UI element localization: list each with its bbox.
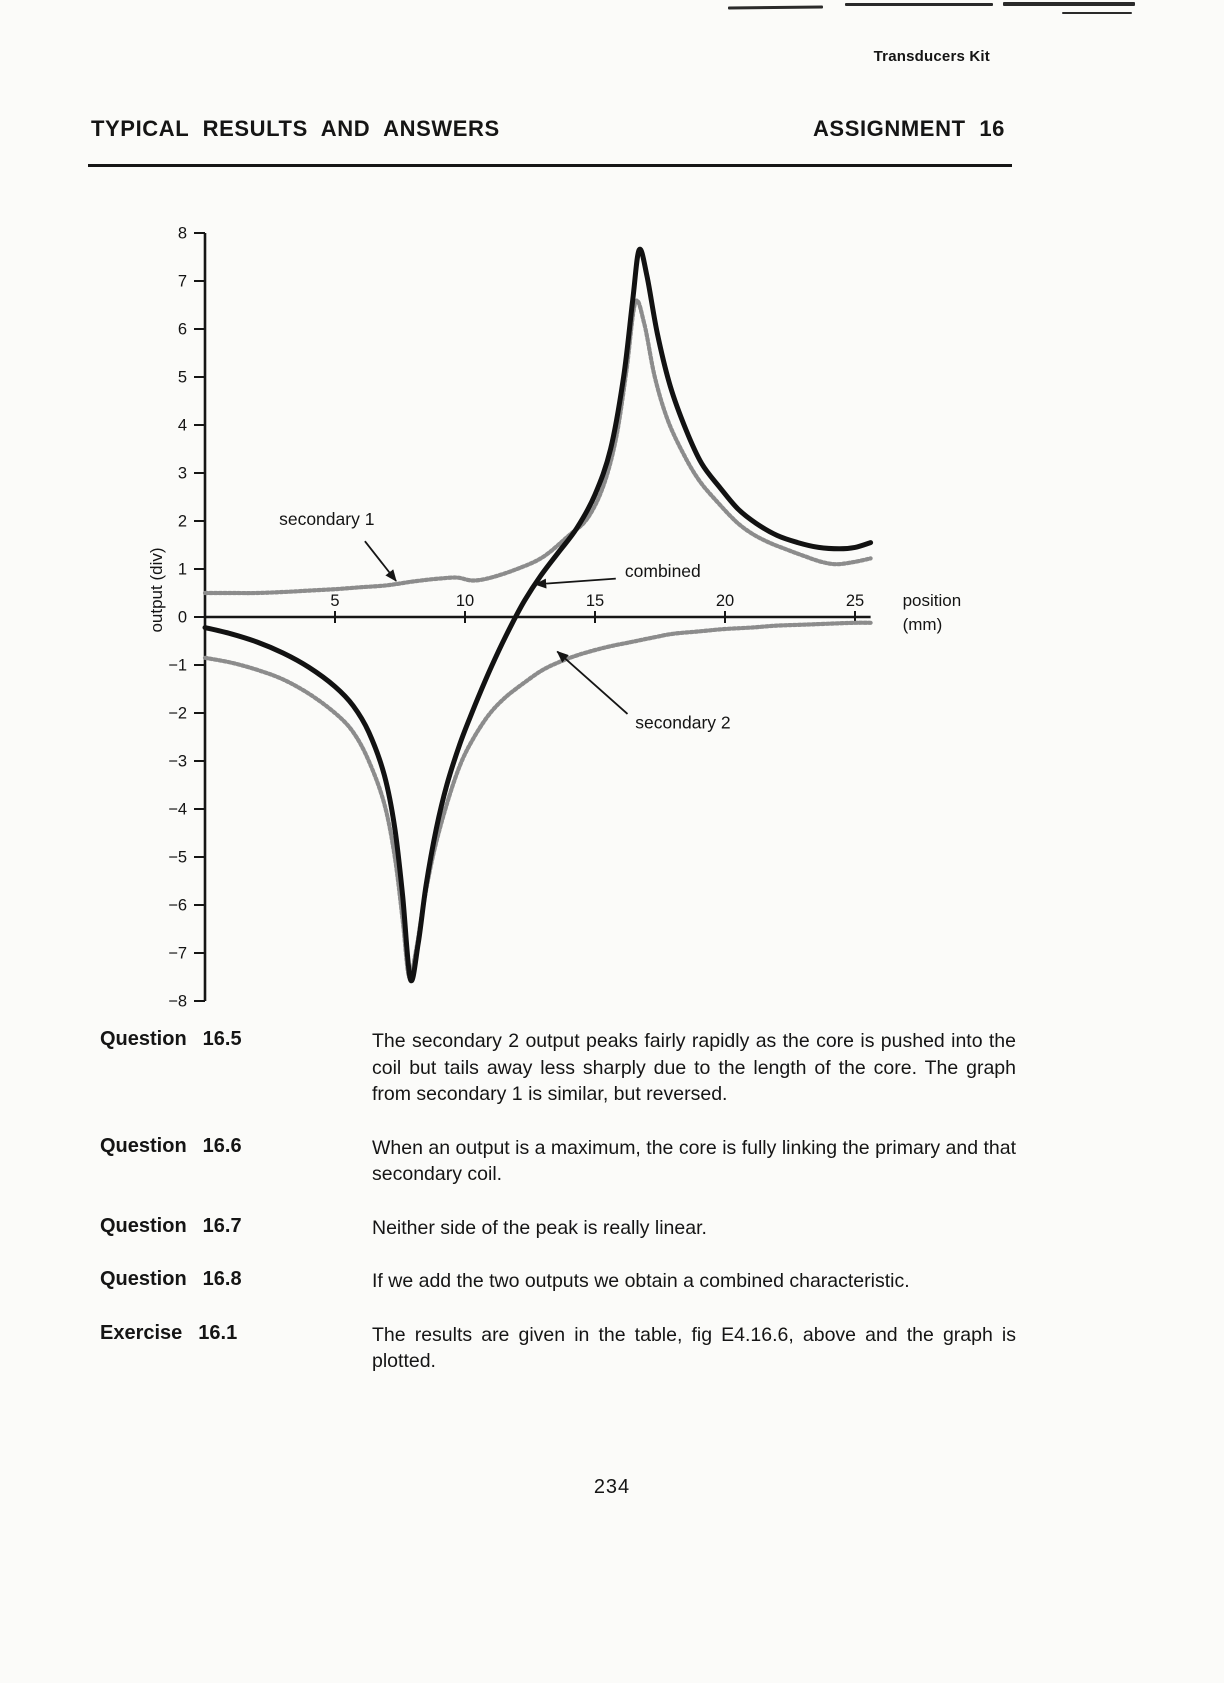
qa-num: 16.7 — [202, 1214, 242, 1237]
qa-num: 16.6 — [202, 1134, 242, 1157]
x-tick-label: 25 — [846, 592, 864, 610]
y-tick-label: −4 — [168, 801, 187, 819]
qa-num: 16.8 — [202, 1268, 242, 1291]
qa-section: Question 16.5 The secondary 2 output pea… — [100, 1028, 1016, 1375]
page-number: 234 — [593, 1476, 631, 1498]
y-tick-label: 0 — [178, 609, 187, 627]
qa-row: Question 16.8 If we add the two outputs … — [100, 1268, 1016, 1295]
qa-num: 16.5 — [202, 1028, 242, 1050]
page-title: TYPICAL RESULTS AND ANSWERS — [91, 116, 500, 141]
qa-kind: Question — [100, 1028, 187, 1050]
assignment-label: ASSIGNMENT 16 — [812, 116, 1005, 141]
qa-text: When an output is a maximum, the core is… — [372, 1136, 1016, 1186]
qa-text: If we add the two outputs we obtain a co… — [372, 1270, 910, 1293]
y-tick-label: 5 — [178, 369, 187, 387]
qa-text: Neither side of the peak is really linea… — [372, 1216, 707, 1239]
scan-artifact — [727, 5, 824, 10]
qa-label: Exercise 16.1 — [100, 1322, 372, 1345]
annotation-arrow — [534, 577, 616, 589]
annotation-arrow — [556, 650, 629, 715]
qa-label: Question 16.5 — [100, 1028, 372, 1051]
y-tick-label: −5 — [168, 849, 187, 867]
series-secondary-2 — [202, 620, 873, 981]
scan-artifact — [1003, 2, 1135, 6]
annotation-label: secondary 2 — [635, 712, 730, 732]
y-tick-label: −7 — [168, 945, 187, 963]
series-combined — [202, 246, 874, 984]
x-axis-title: position — [903, 591, 962, 610]
y-tick-label: −6 — [168, 897, 187, 915]
qa-text: The results are given in the table, fig … — [372, 1323, 1016, 1373]
kit-label: Transducers Kit — [873, 48, 990, 65]
qa-row: Exercise 16.1 The results are given in t… — [100, 1322, 1016, 1375]
qa-kind: Question — [100, 1214, 187, 1237]
x-tick-label: 10 — [456, 592, 474, 610]
y-axis-title: output (div) — [147, 547, 166, 632]
x-axis-title: (mm) — [903, 615, 943, 634]
y-tick-label: 3 — [178, 465, 187, 483]
y-tick-label: 4 — [178, 417, 187, 435]
qa-kind: Question — [100, 1268, 187, 1291]
x-tick-label: 5 — [330, 592, 339, 610]
annotation-label: combined — [625, 561, 701, 581]
qa-label: Question 16.6 — [100, 1135, 372, 1158]
qa-label: Question 16.8 — [100, 1268, 372, 1291]
y-tick-label: 2 — [178, 513, 187, 531]
x-tick-label: 15 — [586, 592, 604, 610]
qa-kind: Question — [100, 1134, 187, 1157]
scan-artifact — [845, 3, 993, 6]
qa-row: Question 16.7 Neither side of the peak i… — [100, 1215, 1016, 1242]
series-secondary-1 — [202, 298, 873, 596]
annotation-label: secondary 1 — [279, 509, 374, 529]
y-tick-label: 1 — [178, 561, 187, 579]
y-tick-label: −2 — [168, 705, 187, 723]
qa-row: Question 16.6 When an output is a maximu… — [100, 1135, 1016, 1188]
page-header: TYPICAL RESULTS AND ANSWERS ASSIGNMENT 1… — [91, 116, 1005, 142]
y-tick-label: −8 — [168, 993, 187, 1011]
y-tick-label: 8 — [178, 225, 187, 243]
qa-label: Question 16.7 — [100, 1215, 372, 1238]
qa-kind: Exercise — [100, 1321, 183, 1344]
header-rule — [88, 164, 1012, 167]
qa-num: 16.1 — [198, 1321, 238, 1344]
annotation-arrow — [364, 540, 397, 582]
y-tick-label: 7 — [178, 273, 187, 291]
qa-row: Question 16.5 The secondary 2 output pea… — [100, 1028, 1016, 1108]
y-tick-label: 6 — [178, 321, 187, 339]
x-tick-label: 20 — [716, 592, 734, 610]
y-tick-label: −1 — [168, 657, 187, 675]
y-tick-label: −3 — [168, 753, 187, 771]
qa-text: The secondary 2 output peaks fairly rapi… — [372, 1030, 1016, 1106]
scan-artifact — [1062, 12, 1132, 14]
